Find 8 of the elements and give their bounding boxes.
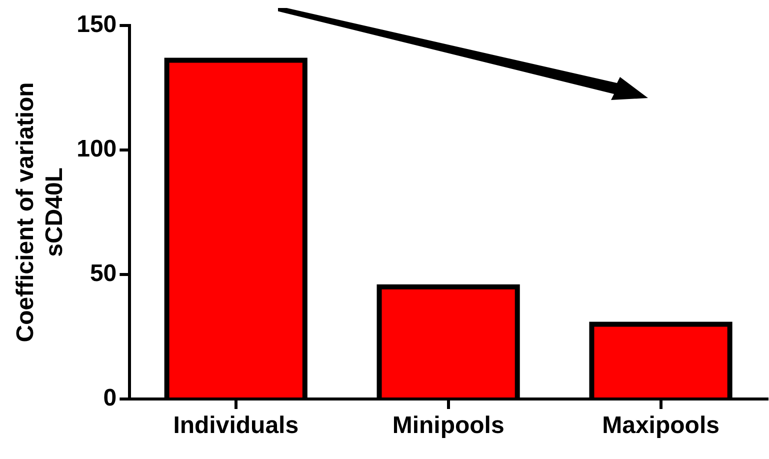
y-axis-title: Coefficient of variation sCD40L <box>12 82 68 342</box>
y-tick-label: 50 <box>90 260 117 288</box>
x-tick-label: Maxipools <box>602 412 720 440</box>
y-tick-label: 0 <box>103 384 117 412</box>
y-tick-label: 100 <box>76 136 117 163</box>
y-tick-label: 150 <box>76 11 117 38</box>
x-tick-label: Minipools <box>392 412 504 440</box>
x-tick-label: Individuals <box>173 412 299 440</box>
